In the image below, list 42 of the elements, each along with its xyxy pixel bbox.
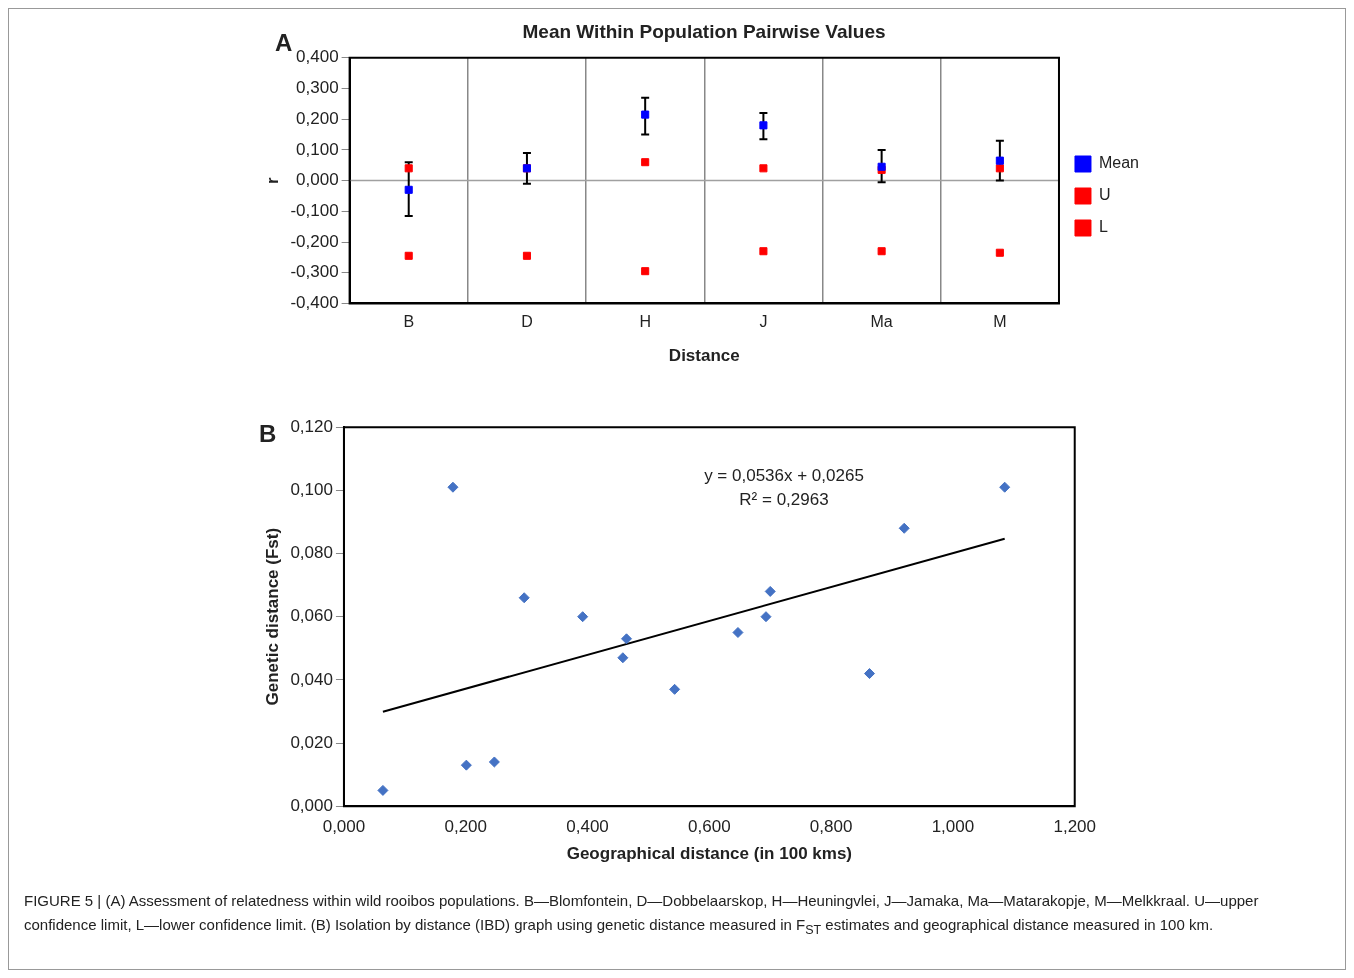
annotation: R² = 0,2963 bbox=[738, 489, 830, 511]
x-tick-label: 1,200 bbox=[1053, 817, 1096, 837]
y-tick-label: 0,100 bbox=[296, 139, 339, 159]
y-tick-label: 0,060 bbox=[290, 606, 333, 626]
x-tick-label: 0,000 bbox=[322, 817, 366, 837]
legend-label: Mean bbox=[1098, 154, 1140, 172]
y-tick-label: 0,040 bbox=[290, 669, 333, 689]
y-tick-label: 0,120 bbox=[290, 416, 333, 436]
y-tick-label: 0,400 bbox=[296, 47, 339, 67]
caption: FIGURE 5 | (A) Assessment of relatedness within wild rooibos populations. B—Blomfontein, D—Dobbelaarskop, H—Heuningvlei, J—Jamaka, Ma—Matarakopje, M—Melkkraal. U—upper confidence limit, L—lower confidence limit. (B) Isolation by distance (IBD) graph using genetic distance measured in F$_{ST}$ estimates and geographical distance measured in 100 km. bbox=[24, 891, 1260, 939]
y-tick-label: 0,000 bbox=[296, 170, 339, 190]
text: A bbox=[275, 29, 293, 57]
y-tick-label: 0,300 bbox=[296, 78, 339, 98]
x-tick-label: B bbox=[403, 313, 415, 331]
x-tick-label: 0,200 bbox=[444, 817, 488, 837]
y-tick-label: -0,100 bbox=[290, 200, 339, 220]
y-tick-label: 0,100 bbox=[290, 480, 333, 500]
legend-label: L bbox=[1098, 218, 1108, 236]
chart-title: Mean Within Population Pairwise Values bbox=[522, 20, 886, 42]
y-tick-label: 0,000 bbox=[290, 795, 333, 815]
x-tick-label: J bbox=[759, 313, 768, 331]
y-tick-label: -0,200 bbox=[290, 231, 339, 251]
text: B bbox=[259, 420, 277, 448]
y-axis-title: r bbox=[262, 176, 282, 184]
legend-label: U bbox=[1098, 186, 1111, 204]
x-tick-label: 0,400 bbox=[566, 817, 609, 837]
y-tick-label: 0,200 bbox=[296, 108, 339, 128]
x-tick-label: M bbox=[993, 313, 1007, 331]
x-tick-label: D bbox=[521, 313, 533, 331]
x-tick-label: Ma bbox=[870, 313, 893, 331]
x-tick-label: H bbox=[639, 313, 651, 331]
y-axis-title: Genetic distance (Fst) bbox=[262, 527, 282, 706]
y-tick-label: 0,080 bbox=[290, 543, 333, 563]
x-tick-label: 0,600 bbox=[688, 817, 731, 837]
x-tick-label: 0,800 bbox=[809, 817, 853, 837]
y-tick-label: -0,400 bbox=[290, 293, 339, 313]
annotation: y = 0,0536x + 0,0265 bbox=[703, 465, 865, 487]
x-axis-title: Geographical distance (in 100 kms) bbox=[566, 844, 852, 864]
y-tick-label: -0,300 bbox=[290, 262, 339, 282]
y-tick-label: 0,020 bbox=[290, 732, 333, 752]
x-tick-label: 1,000 bbox=[931, 817, 975, 837]
x-axis-title: Distance bbox=[668, 346, 740, 366]
